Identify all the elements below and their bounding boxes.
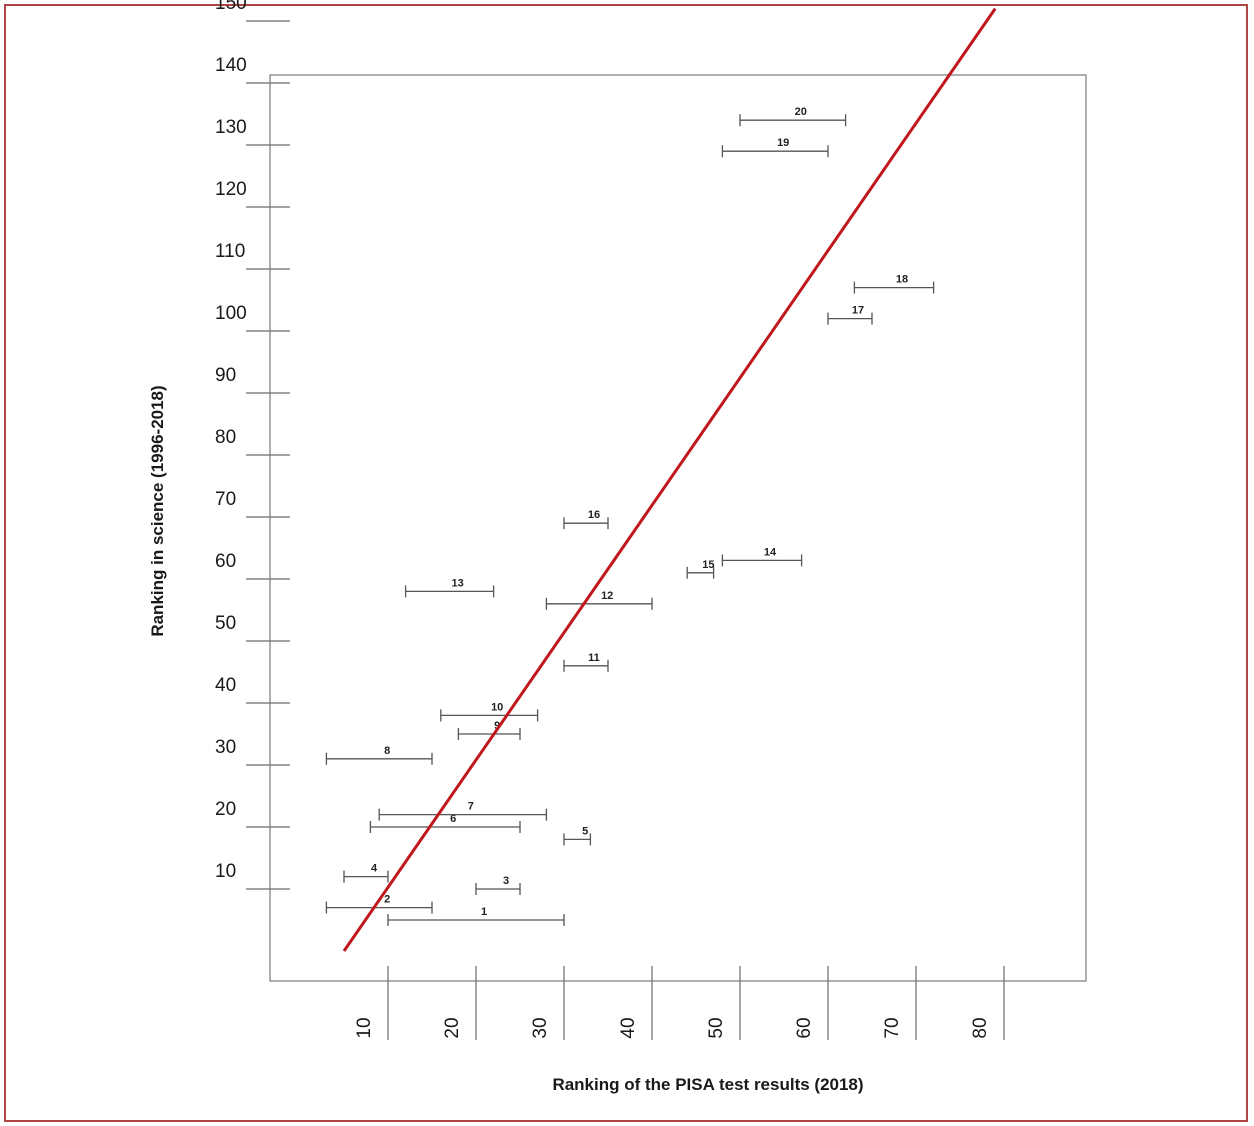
y-tick-label: 30 [215, 737, 236, 758]
y-tick-label: 10 [215, 861, 236, 882]
y-axis: 10 20 30 40 50 60 70 80 90 100 110 120 130 140 150 [215, 0, 290, 890]
interval-7: 7 [378, 801, 548, 821]
interval-2: 2 [325, 894, 433, 914]
interval-label: 20 [795, 106, 807, 118]
interval-19: 19 [721, 137, 829, 158]
x-axis-title: Ranking of the PISA test results (2018) [552, 1075, 863, 1094]
y-tick-label: 90 [215, 365, 236, 386]
x-tick-label: 80 [970, 1017, 991, 1038]
y-tick-label: 130 [215, 117, 247, 138]
y-tick-label: 70 [215, 489, 236, 510]
interval-label: 15 [702, 559, 714, 571]
interval-label: 19 [777, 137, 789, 149]
interval-1: 1 [387, 906, 565, 926]
x-tick-label: 10 [354, 1017, 375, 1038]
interval-label: 9 [494, 720, 500, 732]
interval-11: 11 [563, 652, 609, 672]
x-tick-label: 50 [706, 1017, 727, 1038]
interval-15: 15 [686, 559, 715, 579]
interval-label: 3 [503, 875, 509, 887]
plot-area-border [269, 74, 1087, 982]
y-tick-label: 60 [215, 551, 236, 572]
interval-label: 17 [852, 305, 864, 317]
interval-17: 17 [827, 305, 873, 325]
interval-label: 10 [491, 701, 503, 713]
interval-label: 18 [896, 274, 908, 286]
interval-label: 8 [384, 745, 390, 757]
trend-line-group [342, 7, 997, 952]
interval-5: 5 [563, 825, 592, 846]
interval-18: 18 [853, 274, 935, 294]
y-tick-label: 110 [215, 241, 245, 262]
interval-label: 14 [764, 546, 777, 558]
interval-6: 6 [369, 813, 521, 833]
y-tick-label: 150 [215, 0, 247, 14]
interval-label: 6 [450, 813, 456, 825]
interval-12: 12 [545, 590, 653, 610]
y-tick-label: 50 [215, 613, 236, 634]
interval-20: 20 [739, 106, 847, 127]
x-tick-label: 60 [794, 1017, 815, 1038]
interval-16: 16 [563, 509, 609, 530]
interval-label: 13 [451, 577, 463, 589]
interval-13: 13 [404, 577, 495, 598]
interval-3: 3 [475, 875, 521, 895]
interval-label: 16 [588, 509, 600, 521]
interval-4: 4 [343, 863, 389, 883]
y-axis-title: Ranking in science (1996-2018) [148, 385, 167, 636]
interval-label: 7 [468, 801, 474, 813]
y-tick-label: 100 [215, 303, 247, 324]
x-tick-label: 20 [442, 1017, 463, 1038]
y-tick-label: 20 [215, 799, 236, 820]
x-tick-label: 70 [882, 1017, 903, 1038]
interval-series: 123456789101112131415161718192021 [325, 106, 935, 926]
x-axis: 10 20 30 40 50 60 70 80 [354, 966, 1005, 1040]
trend-line [342, 7, 997, 952]
y-tick-label: 40 [215, 675, 236, 696]
interval-8: 8 [325, 745, 433, 765]
y-tick-label: 80 [215, 427, 236, 448]
interval-14: 14 [721, 546, 803, 567]
y-tick-label: 120 [215, 179, 247, 200]
interval-9: 9 [457, 720, 521, 740]
y-tick-label: 140 [215, 55, 247, 76]
interval-label: 2 [384, 894, 390, 906]
x-tick-label: 40 [618, 1017, 639, 1038]
interval-label: 12 [601, 590, 613, 602]
interval-label: 1 [481, 906, 487, 918]
figure-frame [4, 4, 1248, 1122]
interval-10: 10 [440, 701, 539, 722]
x-tick-label: 30 [530, 1017, 551, 1038]
interval-label: 11 [588, 652, 600, 664]
interval-label: 4 [371, 863, 378, 875]
interval-label: 5 [582, 825, 588, 837]
